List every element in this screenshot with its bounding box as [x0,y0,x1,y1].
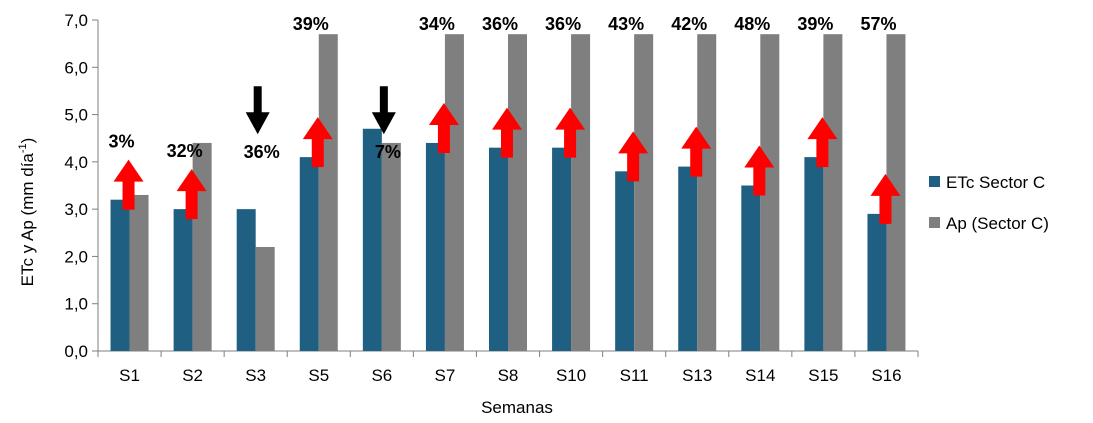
bar-ap [444,34,464,351]
arrow-up-icon [492,107,522,158]
bar-ap [129,194,149,351]
bar-ap [571,34,591,351]
arrow-up-icon [807,117,838,168]
percent-label: 39% [797,14,833,34]
percent-label: 42% [671,14,707,34]
bar-etc [615,171,635,351]
x-tick-label: S11 [620,366,649,385]
bar-ap [760,34,780,351]
bar-ap [508,34,527,351]
bar-etc [110,199,130,351]
y-tick-label: 5,0 [64,106,88,125]
y-tick-label: 0,0 [64,342,88,361]
y-tick-label: 2,0 [64,247,88,266]
arrow-up-icon [302,117,333,168]
bar-ap [255,246,275,351]
arrow-up-icon [113,159,144,210]
percent-label: 48% [734,14,770,34]
x-tick-label: S16 [871,366,901,385]
bar-etc [236,209,256,351]
arrow-up-icon [744,145,775,196]
bar-etc [867,213,887,351]
bar-ap [192,142,212,351]
x-tick-label: S1 [119,366,140,385]
bar-etc [425,142,445,351]
percent-label: 57% [860,14,896,34]
bar-etc [741,185,761,351]
bar-etc [362,128,382,351]
percent-label: 34% [419,14,455,34]
legend-label-etc: ETc Sector C [946,173,1045,192]
arrow-up-icon [555,107,586,158]
x-tick-label: S14 [745,366,775,385]
x-tick-label: S15 [808,366,838,385]
arrow-up-icon [870,173,901,224]
x-tick-label: S6 [371,366,392,385]
bars [110,34,906,351]
bar-etc [678,166,698,351]
percent-label: 3% [109,132,135,152]
bar-etc [804,157,824,351]
bar-etc [552,147,572,351]
bar-etc [299,157,319,351]
percent-label: 43% [608,14,644,34]
x-tick-label: S2 [182,366,203,385]
axes [92,19,919,357]
x-tick-label: S3 [245,366,266,385]
arrow-up-icon [428,102,459,153]
y-tick-label: 6,0 [64,58,88,77]
y-axis-title: ETc y Ap (mm día-1) [17,138,37,287]
arrow-up-icon [681,126,712,177]
bar-ap [381,142,401,351]
y-tick-label: 4,0 [64,153,88,172]
bar-ap [634,34,654,351]
x-tick-label: S10 [556,366,586,385]
percent-label: 7% [375,142,401,162]
arrow-down-icon [245,86,270,135]
x-tick-label: S13 [682,366,712,385]
x-axis-title: Semanas [481,398,553,417]
x-tick-label: S7 [435,366,456,385]
arrow-down-icon [371,86,396,135]
legend: ETc Sector C Ap (Sector C) [929,173,1049,233]
legend-swatch-ap [929,217,940,228]
bar-ap [697,34,717,351]
y-tick-label: 1,0 [64,295,88,314]
bar-ap [318,34,338,351]
arrow-up-icon [176,169,207,220]
percent-label: 32% [167,141,203,161]
annotations: 3% 32% 36% 39% 7% 34% 36% 36% 43% 42% 48% 39% 57% [109,14,901,224]
bar-etc [489,147,508,351]
bar-etc [173,209,193,351]
percent-label: 39% [293,14,329,34]
percent-label: 36% [244,142,280,162]
y-tick-label: 3,0 [64,200,88,219]
percent-label: 36% [482,14,518,34]
legend-swatch-etc [929,176,940,187]
x-tick-label: S8 [498,366,519,385]
percent-label: 36% [545,14,581,34]
tick-labels: 0,0 1,0 2,0 3,0 4,0 5,0 6,0 7,0 S1 S2 S3 S5 S6 S7 S8 S1… [64,11,901,385]
arrow-up-icon [618,131,649,182]
x-tick-label: S5 [308,366,329,385]
legend-label-ap: Ap (Sector C) [946,214,1049,233]
bar-ap [823,34,843,351]
y-tick-label: 7,0 [64,11,88,30]
